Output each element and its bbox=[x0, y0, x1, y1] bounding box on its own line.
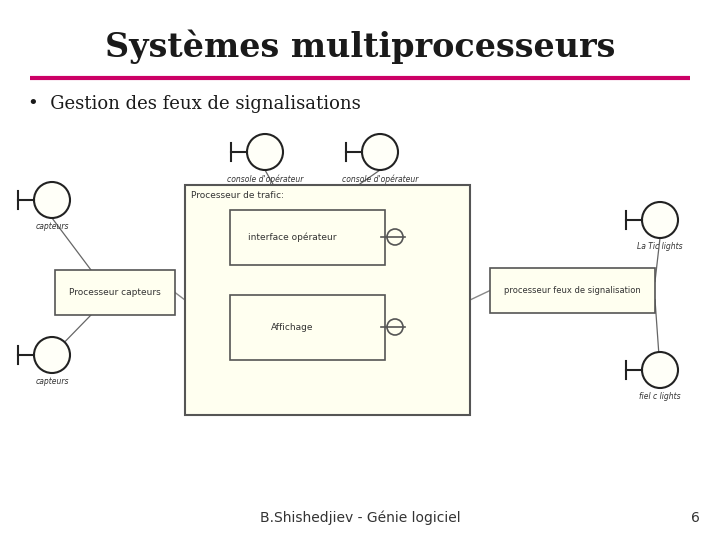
Text: interface opérateur: interface opérateur bbox=[248, 233, 336, 242]
Circle shape bbox=[642, 352, 678, 388]
Bar bbox=[230, 210, 385, 265]
Text: B.Shishedjiev - Génie logiciel: B.Shishedjiev - Génie logiciel bbox=[260, 510, 460, 525]
Circle shape bbox=[362, 134, 398, 170]
Text: Affichage: Affichage bbox=[271, 323, 313, 332]
Circle shape bbox=[247, 134, 283, 170]
Text: •  Gestion des feux de signalisations: • Gestion des feux de signalisations bbox=[28, 95, 361, 113]
Text: console d'opérateur: console d'opérateur bbox=[342, 174, 418, 184]
Bar bbox=[490, 268, 655, 313]
Circle shape bbox=[642, 202, 678, 238]
Circle shape bbox=[34, 182, 70, 218]
Text: capteurs: capteurs bbox=[35, 377, 68, 386]
Bar bbox=[185, 185, 470, 415]
Text: Systèmes multiprocesseurs: Systèmes multiprocesseurs bbox=[105, 30, 615, 64]
Bar bbox=[230, 295, 385, 360]
Text: La Tic lights: La Tic lights bbox=[637, 242, 683, 251]
Text: processeur feux de signalisation: processeur feux de signalisation bbox=[504, 286, 641, 295]
Text: console d'opérateur: console d'opérateur bbox=[227, 174, 303, 184]
Text: fiel c lights: fiel c lights bbox=[639, 392, 681, 401]
Text: Processeur capteurs: Processeur capteurs bbox=[69, 288, 161, 297]
Bar bbox=[55, 270, 175, 315]
Circle shape bbox=[34, 337, 70, 373]
Text: 6: 6 bbox=[691, 511, 700, 525]
Text: Processeur de trafic:: Processeur de trafic: bbox=[191, 191, 284, 200]
Text: capteurs: capteurs bbox=[35, 222, 68, 231]
